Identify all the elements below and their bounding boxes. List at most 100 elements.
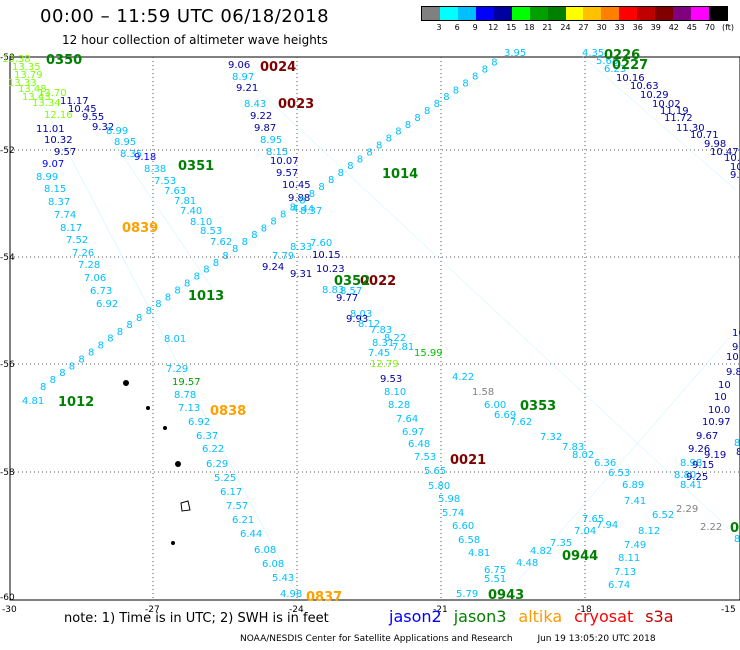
track-marker: 8 xyxy=(184,279,190,290)
wave-height-value: 8.12 xyxy=(638,526,660,537)
legend-label: 30 xyxy=(596,23,607,32)
wave-height-value: 7.45 xyxy=(368,348,390,359)
track-marker: 8 xyxy=(213,258,219,269)
wave-height-value: 13.38 xyxy=(2,54,31,65)
pass-time-label: 0353 xyxy=(520,399,556,414)
pass-time-label: 0021 xyxy=(450,453,486,468)
wave-height-value: 4.44 xyxy=(292,204,314,215)
wave-height-value: 8.37 xyxy=(300,206,322,217)
track-marker: 8 xyxy=(280,210,286,221)
pass-time-label: 0352 xyxy=(334,274,370,289)
legend-swatch xyxy=(565,7,584,20)
wave-height-value: 5.43 xyxy=(272,573,294,584)
wave-height-value: 5.79 xyxy=(456,589,478,600)
island-outline xyxy=(180,500,191,512)
wave-height-value: 11.72 xyxy=(664,113,693,124)
track-marker: 8 xyxy=(270,216,276,227)
lat-label: -54 xyxy=(0,253,15,263)
track-marker: 8 xyxy=(376,141,382,152)
wave-height-value: 10.45 xyxy=(282,180,311,191)
pass-time-label: 0023 xyxy=(278,97,314,112)
pass-time-label: 0944 xyxy=(562,549,598,564)
wave-height-value: 9.25 xyxy=(686,472,708,483)
pass-time-label: 0226 xyxy=(604,48,640,63)
wave-height-value: 13.79 xyxy=(14,70,43,81)
wave-height-value: 6.89 xyxy=(622,480,644,491)
wave-height-value: 10.23 xyxy=(316,264,345,275)
wave-height-value: 7.83 xyxy=(562,442,584,453)
wave-height-value: 6.53 xyxy=(608,468,630,479)
legend-swatch xyxy=(637,7,656,20)
wave-height-value: 13.35 xyxy=(12,62,41,73)
wave-height-value: 8.95 xyxy=(114,137,136,148)
wave-height-value: 4.81 xyxy=(22,396,44,407)
track-marker: 8 xyxy=(117,327,123,338)
track-marker: 8 xyxy=(482,65,488,76)
legend-swatch xyxy=(655,7,674,20)
wave-height-value: 6.73 xyxy=(90,286,112,297)
pass-time-label: 0022 xyxy=(360,274,396,289)
wave-height-value: 8.35 xyxy=(120,149,142,160)
satellite-altika: altika xyxy=(518,607,563,626)
satellite-jason3: jason3 xyxy=(453,607,507,626)
track-marker: 8 xyxy=(203,265,209,276)
legend-swatch xyxy=(583,7,602,20)
wave-height-value: 8.53 xyxy=(200,226,222,237)
track-marker: 8 xyxy=(386,134,392,145)
legend-label: 24 xyxy=(560,23,571,32)
wave-height-value: 8.15 xyxy=(44,184,66,195)
wave-height-value: 5.98 xyxy=(438,494,460,505)
track-marker: 8 xyxy=(222,251,228,262)
track-marker: 8 xyxy=(232,244,238,255)
pass-time-label: 0943 xyxy=(488,588,524,603)
track-marker: 8 xyxy=(318,182,324,193)
wave-height-value: 8.72 xyxy=(0,0,22,3)
wave-height-value: 9.07 xyxy=(42,159,64,170)
legend-label: 39 xyxy=(650,23,661,32)
legend-label: 27 xyxy=(578,23,589,32)
wave-height-value: 5.74 xyxy=(442,508,464,519)
wave-height-value: 7.28 xyxy=(78,260,100,271)
wave-height-value: 9.88 xyxy=(288,193,310,204)
lat-label: -52 xyxy=(0,146,15,156)
wave-height-value: 9.26 xyxy=(688,444,710,455)
wave-height-value: 7.35 xyxy=(550,538,572,549)
wave-height-value: 7.13 xyxy=(614,567,636,578)
wave-height-value: 6.21 xyxy=(232,515,254,526)
wave-height-value: 8.37 xyxy=(48,197,70,208)
lat-lon-grid xyxy=(9,56,740,601)
legend-label: 3 xyxy=(436,23,442,32)
wave-height-value: 15.99 xyxy=(414,348,443,359)
track-marker: 8 xyxy=(328,175,334,186)
wave-height-value: 9.31 xyxy=(290,269,312,280)
track-marker: 8 xyxy=(434,99,440,110)
wave-height-value: 7.04 xyxy=(574,526,596,537)
track-marker: 8 xyxy=(40,382,46,393)
wave-height-value: 10.26 xyxy=(724,153,740,164)
color-legend: 3 6 9 12 15 18 21 24 27 30 33 36 39 42 45 70 (ft) xyxy=(421,6,735,36)
wave-height-value: 6.44 xyxy=(240,529,262,540)
legend-label: 36 xyxy=(632,23,643,32)
wave-height-value: 9.55 xyxy=(82,112,104,123)
wave-height-value: 4.48 xyxy=(516,558,538,569)
lon-label: -18 xyxy=(577,605,592,615)
legend-labels: 3 6 9 12 15 18 21 24 27 30 33 36 39 42 45 70 (ft) xyxy=(421,21,735,35)
wave-height-value: 7.83 xyxy=(370,325,392,336)
map-frame xyxy=(9,56,740,601)
wave-height-value: 6.58 xyxy=(458,535,480,546)
track-line xyxy=(107,133,221,301)
track-marker: 8 xyxy=(78,354,84,365)
track-marker: 8 xyxy=(309,189,315,200)
wave-height-value: 10.02 xyxy=(652,99,681,110)
wave-height-value: 8.33 xyxy=(290,242,312,253)
wave-height-value: 5.65 xyxy=(424,466,446,477)
legend-swatch xyxy=(601,7,620,20)
track-marker: 8 xyxy=(290,203,296,214)
wave-height-value: 7.41 xyxy=(624,496,646,507)
wave-height-value: 9 xyxy=(0,0,6,3)
wave-height-value: 9.32 xyxy=(92,122,114,133)
track-marker: 8 xyxy=(261,223,267,234)
track-line xyxy=(21,63,301,599)
wave-height-value: 6.97 xyxy=(402,427,424,438)
lon-label: -27 xyxy=(145,605,160,615)
